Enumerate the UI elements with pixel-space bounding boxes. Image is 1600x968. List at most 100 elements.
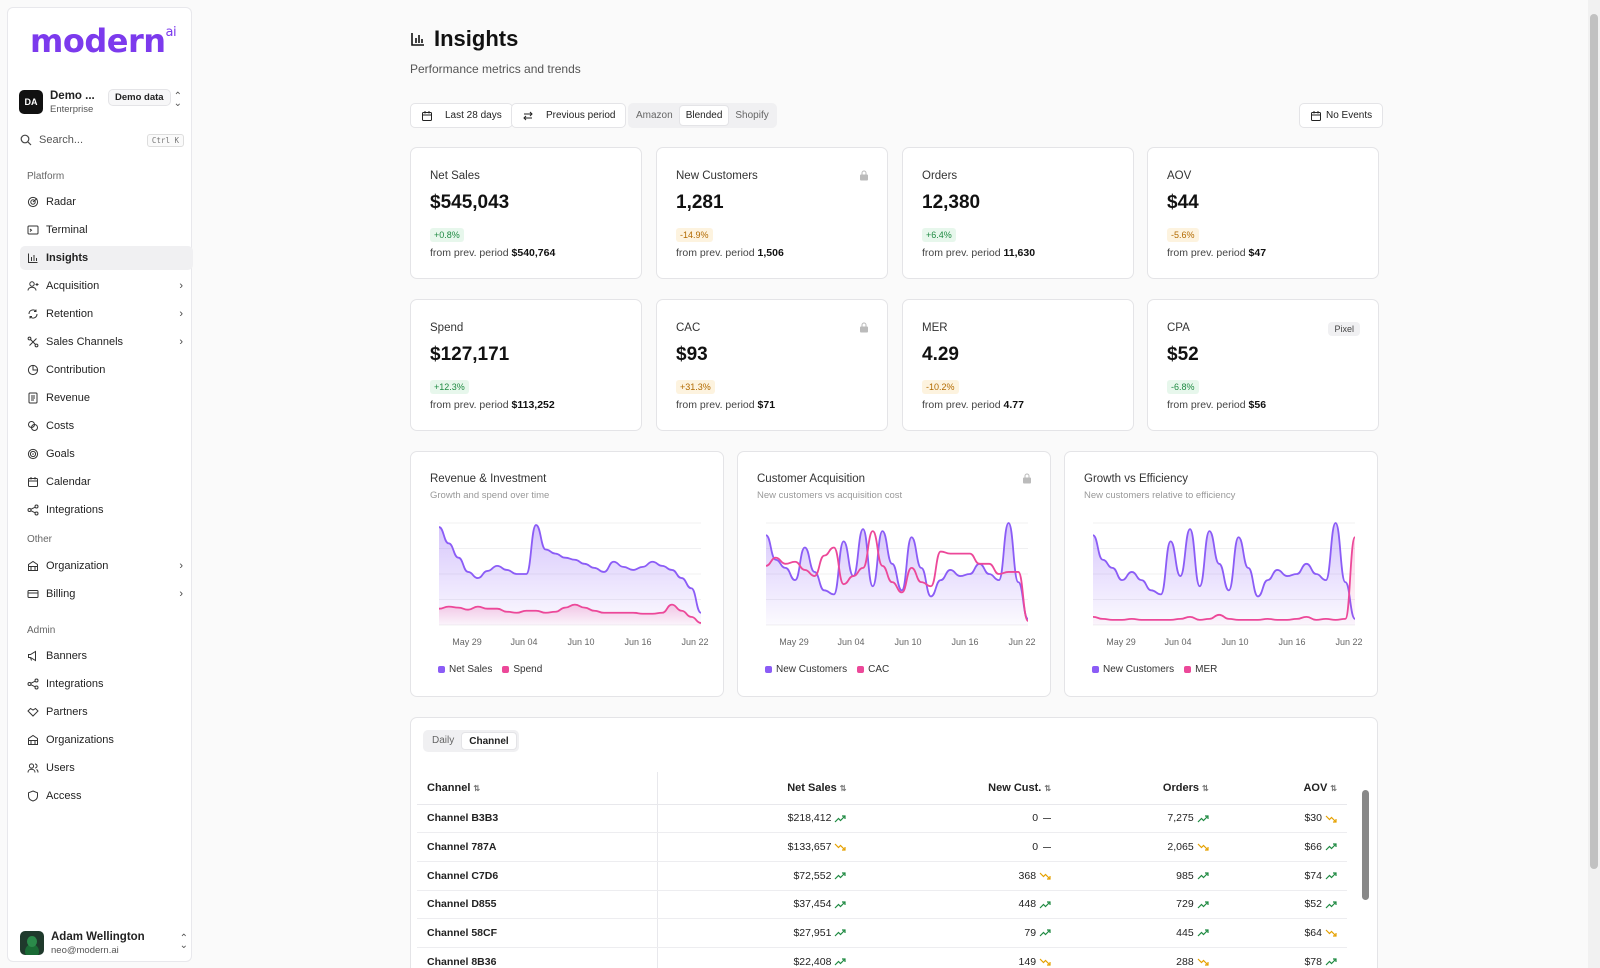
date-range-button[interactable]: Last 28 days bbox=[410, 103, 513, 128]
metric-value: 12,380 bbox=[922, 192, 981, 213]
trend-down-icon bbox=[1197, 958, 1209, 966]
x-tick-label: Jun 04 bbox=[837, 637, 864, 647]
sidebar-item-radar[interactable]: Radar bbox=[20, 190, 193, 214]
sidebar-item-billing[interactable]: Billing › bbox=[20, 582, 193, 606]
sidebar-item-terminal[interactable]: Terminal bbox=[20, 218, 193, 242]
legend-item-spend[interactable]: Spend bbox=[502, 664, 542, 675]
metric-value: $545,043 bbox=[430, 192, 510, 213]
metric-card-cac[interactable]: CAC $93 +31.3% from prev. period $71 bbox=[656, 299, 888, 431]
sidebar-item-access[interactable]: Access bbox=[20, 784, 193, 808]
sidebar-item-goals[interactable]: Goals bbox=[20, 442, 193, 466]
column-header-aov[interactable]: AOV ⇅ bbox=[1218, 772, 1347, 805]
x-tick-label: May 29 bbox=[1106, 637, 1136, 647]
cell-channel: Channel 58CF bbox=[417, 918, 658, 948]
sidebar-item-revenue[interactable]: Revenue bbox=[20, 386, 193, 410]
cell-aov: $52 bbox=[1218, 890, 1347, 920]
column-header-orders[interactable]: Orders ⇅ bbox=[1061, 772, 1219, 805]
trend-up-icon bbox=[1197, 872, 1209, 880]
metric-card-orders[interactable]: Orders 12,380 +6.4% from prev. period 11,63… bbox=[902, 147, 1134, 279]
metric-card-net-sales[interactable]: Net Sales $545,043 +0.8% from prev. period … bbox=[410, 147, 642, 279]
sidebar-item-costs[interactable]: Costs bbox=[20, 414, 193, 438]
legend-swatch bbox=[765, 665, 772, 673]
x-tick-label: Jun 16 bbox=[1278, 637, 1305, 647]
legend-item-mer[interactable]: MER bbox=[1184, 664, 1217, 675]
x-tick-label: Jun 16 bbox=[624, 637, 651, 647]
trend-down-icon bbox=[1325, 929, 1337, 937]
x-tick-label: Jun 10 bbox=[894, 637, 921, 647]
column-header-net-sales[interactable]: Net Sales ⇅ bbox=[657, 772, 863, 805]
sidebar: modernai DA Demo ... Enterprise Demo dat… bbox=[7, 7, 193, 963]
section-label-platform: Platform bbox=[27, 171, 65, 182]
legend-item-cac[interactable]: CAC bbox=[857, 664, 889, 675]
table-row[interactable]: Channel 787A $133,657 0 2,065 $66 bbox=[417, 832, 1347, 862]
change-badge: -10.2% bbox=[922, 380, 959, 394]
sidebar-item-partners[interactable]: Partners bbox=[20, 700, 193, 724]
flat-trend-icon bbox=[1043, 846, 1052, 848]
sidebar-item-calendar[interactable]: Calendar bbox=[20, 470, 193, 494]
tab-daily[interactable]: Daily bbox=[432, 735, 455, 746]
sidebar-item-integrations[interactable]: Integrations bbox=[20, 672, 193, 696]
metric-value: 4.29 bbox=[922, 344, 959, 365]
table-tabs: Daily Channel bbox=[423, 730, 519, 752]
page-scrollbar-thumb[interactable] bbox=[1590, 14, 1598, 869]
sidebar-item-sales-channels[interactable]: Sales Channels › bbox=[20, 330, 193, 354]
sidebar-item-banners[interactable]: Banners bbox=[20, 644, 193, 668]
share-icon bbox=[27, 678, 39, 690]
source-shopify[interactable]: Shopify bbox=[735, 110, 769, 121]
x-tick-label: Jun 22 bbox=[681, 637, 708, 647]
source-amazon[interactable]: Amazon bbox=[636, 110, 673, 121]
lock-icon bbox=[860, 170, 868, 181]
table-scrollbar-thumb[interactable] bbox=[1362, 790, 1369, 900]
table-row[interactable]: Channel B3B3 $218,412 0 7,275 $30 bbox=[417, 804, 1347, 834]
sort-icon: ⇅ bbox=[839, 783, 847, 793]
metric-card-mer[interactable]: MER 4.29 -10.2% from prev. period 4.77 bbox=[902, 299, 1134, 431]
cell-orders: 445 bbox=[1061, 918, 1219, 948]
sidebar-item-label: Contribution bbox=[46, 364, 106, 376]
sidebar-item-organizations[interactable]: Organizations bbox=[20, 728, 193, 752]
logo[interactable]: modernai bbox=[30, 22, 177, 60]
sidebar-item-label: Banners bbox=[46, 650, 87, 662]
legend-item-new-customers[interactable]: New Customers bbox=[765, 664, 847, 675]
sort-icon: ⇅ bbox=[1330, 783, 1337, 793]
cell-new-cust: 448 bbox=[862, 890, 1062, 920]
sidebar-item-retention[interactable]: Retention › bbox=[20, 302, 193, 326]
trend-up-icon bbox=[1197, 814, 1209, 822]
cell-aov: $66 bbox=[1218, 832, 1347, 862]
table-row[interactable]: Channel 58CF $27,951 79 445 $64 bbox=[417, 918, 1347, 948]
series-line-mer bbox=[1092, 536, 1356, 621]
sidebar-item-integrations[interactable]: Integrations bbox=[20, 498, 193, 522]
chart-card-growth-vs-efficiency: Growth vs Efficiency New customers relati… bbox=[1064, 451, 1378, 697]
workspace-switcher[interactable]: DA Demo ... Enterprise Demo data ⌃ ⌄ bbox=[19, 83, 182, 121]
sidebar-item-organization[interactable]: Organization › bbox=[20, 554, 193, 578]
sidebar-item-acquisition[interactable]: Acquisition › bbox=[20, 274, 193, 298]
flat-trend-icon bbox=[1043, 818, 1052, 820]
sidebar-item-users[interactable]: Users bbox=[20, 756, 193, 780]
metric-card-new-customers[interactable]: New Customers 1,281 -14.9% from prev. perio… bbox=[656, 147, 888, 279]
page-title: Insights bbox=[410, 26, 518, 52]
user-menu[interactable]: Adam Wellington neo@modern.ai ⌃ ⌄ bbox=[20, 923, 190, 963]
column-header-channel[interactable]: Channel ⇅ bbox=[417, 772, 658, 805]
metric-card-cpa[interactable]: CPA $52 -6.8% from prev. period $56 Pixel bbox=[1147, 299, 1379, 431]
table-row[interactable]: Channel D855 $37,454 448 729 $52 bbox=[417, 890, 1347, 920]
series-line-spend bbox=[438, 603, 702, 624]
sidebar-item-contribution[interactable]: Contribution bbox=[20, 358, 193, 382]
table-row[interactable]: Channel C7D6 $72,552 368 985 $74 bbox=[417, 861, 1347, 891]
table-row[interactable]: Channel 8B36 $22,408 149 288 $78 bbox=[417, 947, 1347, 968]
compare-period-button[interactable]: Previous period bbox=[511, 103, 627, 128]
metric-card-aov[interactable]: AOV $44 -5.6% from prev. period $47 bbox=[1147, 147, 1379, 279]
events-button[interactable]: No Events bbox=[1299, 103, 1384, 128]
page-scrollbar[interactable] bbox=[1588, 0, 1600, 968]
table-scrollbar[interactable] bbox=[1362, 780, 1369, 968]
search-shortcut: Ctrl K bbox=[146, 133, 184, 147]
column-header-new-cust[interactable]: New Cust. ⇅ bbox=[862, 772, 1062, 805]
legend-item-net-sales[interactable]: Net Sales bbox=[438, 664, 492, 675]
search-input[interactable]: Search... Ctrl K bbox=[20, 130, 188, 150]
source-blended[interactable]: Blended bbox=[678, 105, 730, 126]
metric-label: MER bbox=[922, 322, 948, 334]
metric-card-spend[interactable]: Spend $127,171 +12.3% from prev. period $11… bbox=[410, 299, 642, 431]
trend-up-icon bbox=[1039, 929, 1051, 937]
tab-channel[interactable]: Channel bbox=[461, 732, 517, 750]
sidebar-item-insights[interactable]: Insights bbox=[20, 246, 193, 270]
metric-label: CAC bbox=[676, 322, 701, 334]
legend-item-new-customers[interactable]: New Customers bbox=[1092, 664, 1174, 675]
